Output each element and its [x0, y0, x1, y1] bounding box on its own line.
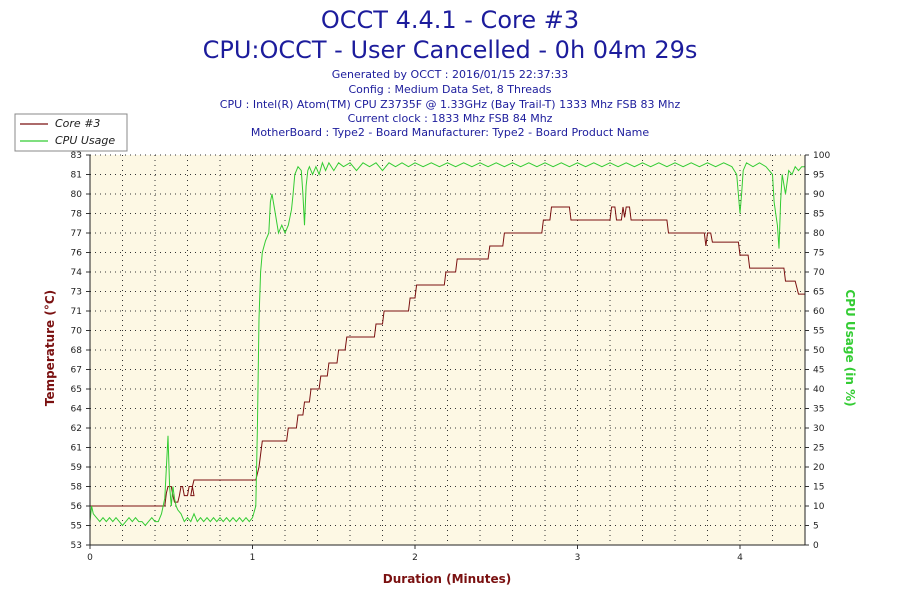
y-tick-label: 55	[71, 522, 82, 532]
y-tick-label: 62	[71, 424, 82, 434]
y2-tick-label: 45	[813, 366, 824, 376]
y-tick-label: 73	[71, 288, 82, 298]
y2-tick-label: 90	[813, 190, 825, 200]
info-motherboard: MotherBoard : Type2 - Board Manufacturer…	[250, 126, 650, 139]
y-tick-label: 56	[71, 502, 83, 512]
y2-tick-label: 55	[813, 327, 824, 337]
legend: Core #3 CPU Usage	[14, 113, 128, 152]
y2-tick-label: 75	[813, 249, 824, 259]
y-tick-label: 83	[71, 151, 82, 161]
x-tick-label: 2	[412, 553, 418, 563]
y-tick-label: 76	[71, 249, 83, 259]
y-tick-label: 70	[71, 327, 83, 337]
x-tick-label: 3	[575, 553, 581, 563]
series-line-core3	[90, 206, 805, 507]
y-axis-ticks: 53 55 56 58 59 61 62 64 65 67 68 70 71 73 74 76 77 78 80 81…	[71, 151, 90, 551]
x-axis-ticks: 0 1 2 3 4	[87, 545, 743, 563]
y2-tick-label: 95	[813, 171, 824, 181]
y2-axis-ticks: 0 5 10 15 20 25 30 35 40 45 50 55 60 65 70 75 80 85 90 95 10…	[805, 151, 830, 551]
y2-tick-label: 15	[813, 483, 824, 493]
y-tick-label: 64	[71, 405, 83, 415]
y2-tick-label: 80	[813, 229, 825, 239]
y-tick-label: 59	[71, 463, 83, 473]
y2-tick-label: 50	[813, 346, 825, 356]
y2-tick-label: 10	[813, 502, 825, 512]
y-tick-label: 67	[71, 366, 82, 376]
y2-tick-label: 5	[813, 522, 819, 532]
y2-tick-label: 70	[813, 268, 825, 278]
y-tick-label: 81	[71, 171, 82, 181]
y-tick-label: 65	[71, 385, 82, 395]
y2-tick-label: 0	[813, 541, 819, 551]
y2-tick-label: 60	[813, 307, 825, 317]
y-tick-label: 58	[71, 483, 83, 493]
x-tick-label: 0	[87, 553, 93, 563]
y-tick-label: 78	[71, 210, 83, 220]
y2-tick-label: 85	[813, 210, 824, 220]
series-line-cpu-usage	[89, 161, 805, 527]
info-clock: Current clock : 1833 Mhz FSB 84 Mhz	[347, 112, 553, 125]
y-tick-label: 53	[71, 541, 82, 551]
y2-tick-label: 40	[813, 385, 825, 395]
y-tick-label: 77	[71, 229, 82, 239]
grid-lines	[90, 154, 805, 545]
legend-label-core3: Core #3	[55, 117, 100, 130]
x-tick-label: 4	[737, 553, 743, 563]
y2-tick-label: 30	[813, 424, 825, 434]
info-cpu: CPU : Intel(R) Atom(TM) CPU Z3735F @ 1.3…	[219, 98, 681, 111]
y2-tick-label: 100	[813, 151, 830, 161]
legend-box	[14, 113, 128, 152]
y2-tick-label: 25	[813, 444, 824, 454]
y-axis-title: Temperature (°C)	[43, 290, 57, 406]
info-config: Config : Medium Data Set, 8 Threads	[348, 83, 552, 96]
y-tick-label: 74	[71, 268, 83, 278]
x-tick-label: 1	[250, 553, 256, 563]
y2-axis-title: CPU Usage (in %)	[843, 289, 857, 406]
y2-tick-label: 65	[813, 288, 824, 298]
y-tick-label: 61	[71, 444, 82, 454]
y2-tick-label: 35	[813, 405, 824, 415]
y2-tick-label: 20	[813, 463, 825, 473]
y-tick-label: 80	[71, 190, 83, 200]
info-generated: Generated by OCCT : 2016/01/15 22:37:33	[331, 68, 569, 81]
chart-title: OCCT 4.4.1 - Core #3	[320, 6, 580, 34]
y-tick-label: 68	[71, 346, 83, 356]
y-tick-label: 71	[71, 307, 82, 317]
chart-subtitle: CPU:OCCT - User Cancelled - 0h 04m 29s	[202, 36, 698, 64]
legend-label-cpu-usage: CPU Usage	[55, 134, 115, 147]
x-axis-title: Duration (Minutes)	[383, 572, 511, 586]
